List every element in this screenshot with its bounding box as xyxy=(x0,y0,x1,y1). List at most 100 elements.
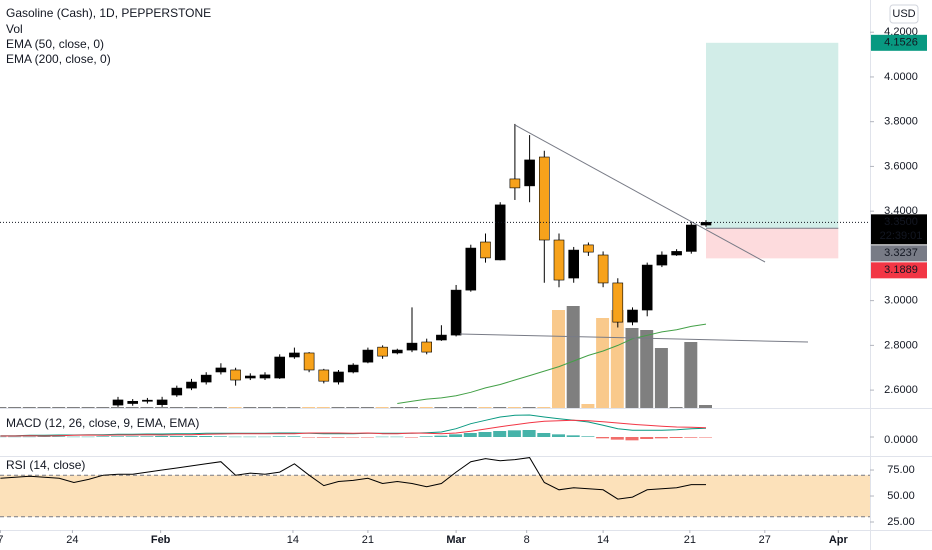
volume-bar xyxy=(449,407,463,408)
rsi-line xyxy=(0,457,706,500)
macd-histogram-bar xyxy=(669,437,683,438)
macd-histogram-bar xyxy=(331,437,345,438)
currency-button[interactable] xyxy=(889,4,919,24)
x-tick-label: Feb xyxy=(151,534,171,546)
volume-bar xyxy=(22,407,36,408)
candle-body xyxy=(524,159,535,187)
volume-bar xyxy=(669,407,683,408)
candle-body xyxy=(377,346,388,357)
macd-histogram-bar xyxy=(155,436,169,437)
ema-line xyxy=(397,323,707,404)
macd-histogram-bar xyxy=(566,435,580,437)
candle-body xyxy=(641,264,653,311)
macd-histogram-bar xyxy=(52,436,66,437)
y-tick-label: 3.8000 xyxy=(884,116,918,128)
macd-histogram-bar xyxy=(625,437,639,441)
macd-histogram-bar xyxy=(552,434,565,437)
macd-histogram-bar xyxy=(610,437,624,440)
y-tick-label: 3.4000 xyxy=(884,205,918,217)
volume-bar xyxy=(375,407,389,408)
volume-bar xyxy=(8,407,22,408)
macd-histogram-bar xyxy=(96,436,110,437)
macd-histogram-bar xyxy=(581,436,595,437)
volume-bar xyxy=(213,407,227,408)
volume-bar xyxy=(243,407,257,408)
macd-histogram-bar xyxy=(140,436,154,437)
candle-body xyxy=(685,224,697,252)
volume-bar xyxy=(125,407,139,408)
candle-body xyxy=(186,381,197,389)
candle-body xyxy=(362,349,374,363)
macd-histogram-bar xyxy=(405,437,418,438)
candle-body xyxy=(333,371,344,383)
stop-label-bg xyxy=(871,262,927,279)
target-label: 4.1526 xyxy=(884,37,918,49)
candle-body xyxy=(465,247,477,291)
macd-histogram-bar xyxy=(125,436,139,437)
volume-bar xyxy=(596,318,610,408)
last-price-bg xyxy=(871,214,927,245)
macd-histogram-bar xyxy=(0,436,7,438)
macd-histogram-bar xyxy=(37,436,51,437)
volume-bar xyxy=(346,407,360,408)
macd-histogram-bar xyxy=(66,436,80,438)
last-price-label: 3.3500 xyxy=(884,216,918,228)
x-tick-label: 27 xyxy=(759,534,771,546)
macd-histogram-bar xyxy=(463,433,477,437)
x-tick-label: 14 xyxy=(287,534,299,546)
candle-body xyxy=(450,289,462,336)
candle-body xyxy=(597,254,609,284)
rsi-band xyxy=(0,475,870,517)
trend-line xyxy=(459,333,809,343)
rsi-title: RSI (14, close) xyxy=(6,458,85,472)
candle-body xyxy=(406,342,418,351)
volume-bar xyxy=(640,330,654,408)
target-zone xyxy=(706,42,839,229)
volume-bar xyxy=(360,407,374,408)
candle-body xyxy=(127,400,138,404)
macd-tick-label: 0.0000 xyxy=(884,434,918,446)
volume-bar xyxy=(581,404,595,408)
candle-body xyxy=(480,241,491,259)
currency[interactable]: USD xyxy=(892,8,915,20)
volume-bar xyxy=(390,407,404,408)
volume-bar xyxy=(155,407,169,408)
stop-zone xyxy=(706,228,839,259)
volume-bar xyxy=(111,407,124,408)
legend-entry: EMA (50, close, 0) xyxy=(6,37,104,51)
volume-bar xyxy=(405,407,418,408)
candle-body xyxy=(303,352,315,371)
volume-bar xyxy=(37,407,51,408)
macd-histogram-bar xyxy=(228,436,242,438)
volume-bar xyxy=(52,407,66,408)
macd-histogram-bar xyxy=(360,437,374,438)
candle-body xyxy=(171,387,183,396)
volume-bar xyxy=(169,407,183,408)
candle-body xyxy=(656,254,668,266)
x-tick-label: 21 xyxy=(362,534,374,546)
macd-histogram-bar xyxy=(287,436,301,437)
volume-bar xyxy=(654,348,668,408)
candle-body xyxy=(215,367,227,373)
volume-bar xyxy=(81,407,95,408)
volume-bar xyxy=(258,407,271,408)
legend-entry: Vol xyxy=(6,22,23,36)
candle-body xyxy=(671,251,682,256)
volume-bar xyxy=(184,407,198,408)
candle-body xyxy=(436,334,447,341)
macd-histogram-bar xyxy=(522,430,536,437)
x-tick-label: Apr xyxy=(829,534,849,546)
signal-line xyxy=(0,419,707,437)
x-tick-label: Mar xyxy=(446,534,466,546)
volume-bar xyxy=(507,407,521,408)
rsi-tick-label: 25.00 xyxy=(887,516,915,528)
macd-histogram-bar xyxy=(184,436,198,437)
entry-label: 3.3237 xyxy=(884,247,918,259)
macd-histogram-bar xyxy=(169,436,183,437)
macd-histogram-bar xyxy=(8,436,22,438)
y-tick-label: 4.0000 xyxy=(884,71,918,83)
macd-histogram-bar xyxy=(434,435,448,437)
volume-bar xyxy=(66,407,80,408)
